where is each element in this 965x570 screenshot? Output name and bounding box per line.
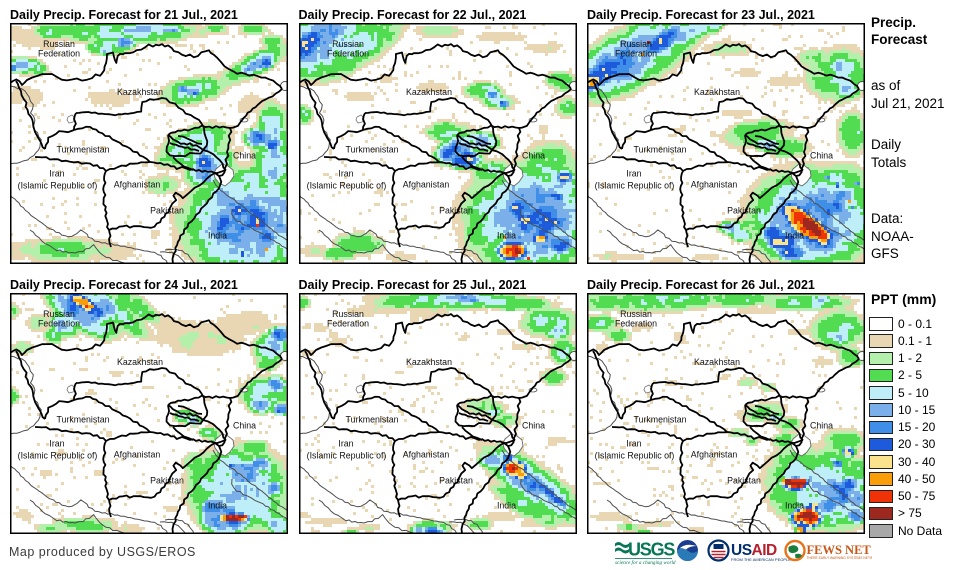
svg-text:THERE EARLY WARNING SYSTEMS NE: THERE EARLY WARNING SYSTEMS NETWORK (807, 556, 873, 560)
svg-text:science for a changing world: science for a changing world (615, 559, 676, 566)
svg-text:FROM THE AMERICAN PEOPLE: FROM THE AMERICAN PEOPLE (731, 557, 791, 562)
svg-text:FEWS NET: FEWS NET (807, 543, 872, 557)
svg-text:USGS: USGS (628, 540, 675, 560)
svg-text:USAID: USAID (731, 542, 777, 559)
